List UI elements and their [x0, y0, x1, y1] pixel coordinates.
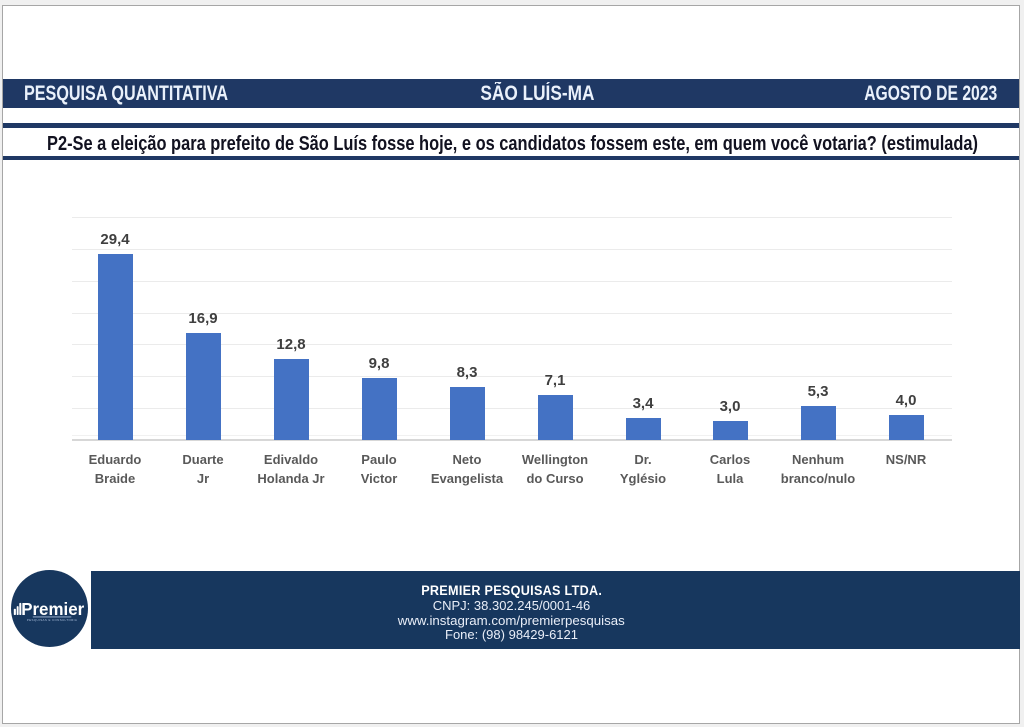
svg-text:PESQUISAS E CONSULTORIA: PESQUISAS E CONSULTORIA — [27, 618, 77, 622]
svg-text:Premier: Premier — [21, 599, 84, 619]
